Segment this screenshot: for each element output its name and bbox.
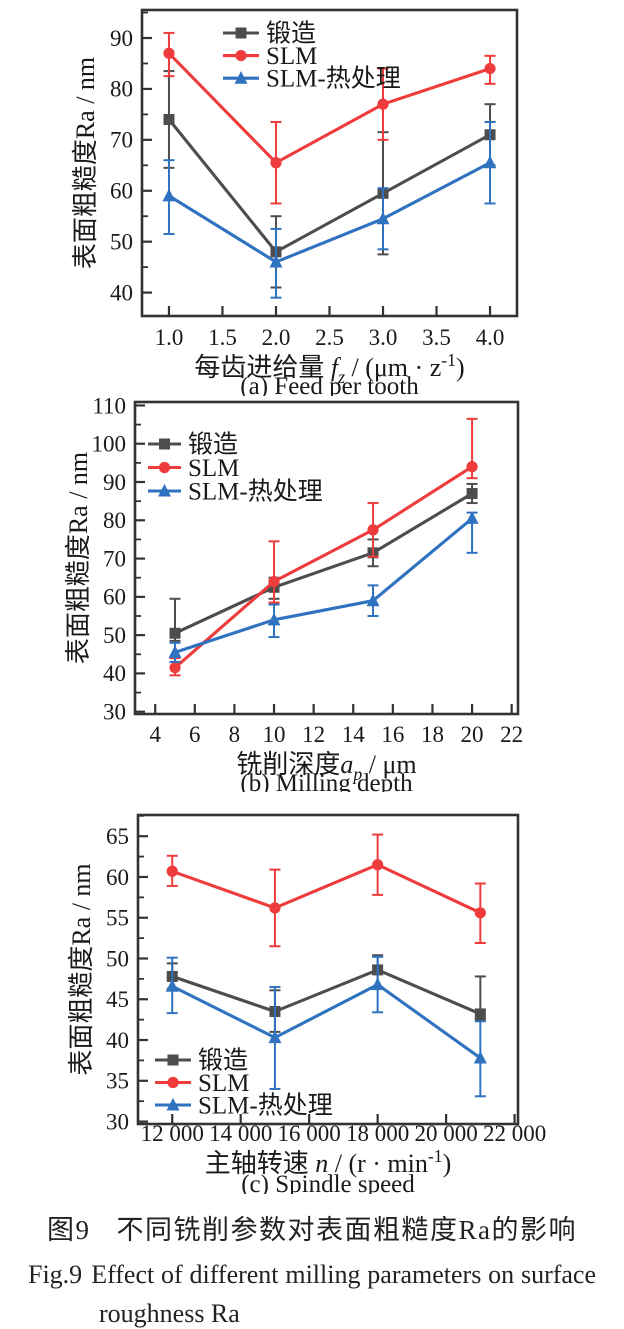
panel-caption: (a) Feed per tooth bbox=[240, 373, 419, 396]
x-tick-label: 1.5 bbox=[208, 325, 237, 350]
x-tick-label: 22 000 bbox=[483, 1121, 546, 1146]
caption-en-text: Effect of different milling parameters o… bbox=[91, 1260, 596, 1289]
x-tick-label: 20 bbox=[461, 722, 484, 747]
y-tick-label: 70 bbox=[103, 546, 126, 571]
legend-label: 锻造 bbox=[198, 1047, 248, 1075]
legend-label: SLM-热处理 bbox=[198, 1092, 333, 1120]
y-tick-label: 100 bbox=[92, 432, 127, 457]
x-tick-label: 4 bbox=[149, 722, 161, 747]
caption-chinese: 图9 不同铣削参数对表面粗糙度Ra的影响 bbox=[0, 1208, 624, 1247]
y-tick-label: 30 bbox=[103, 700, 126, 725]
series-square bbox=[166, 954, 486, 1033]
x-tick-label: 18 000 bbox=[346, 1121, 409, 1146]
x-tick-label: 16 bbox=[381, 722, 404, 747]
x-tick-label: 12 bbox=[302, 722, 325, 747]
caption-en-label: Fig.9 bbox=[28, 1260, 83, 1289]
y-tick-label: 80 bbox=[103, 508, 126, 533]
y-tick-label: 55 bbox=[106, 906, 129, 931]
legend-label: SLM-热处理 bbox=[266, 65, 401, 93]
x-tick-label: 3.0 bbox=[369, 325, 398, 350]
y-tick-label: 60 bbox=[110, 179, 133, 204]
y-tick-label: 35 bbox=[106, 1069, 129, 1094]
legend-label: SLM bbox=[266, 43, 317, 70]
y-tick-label: 40 bbox=[106, 1028, 129, 1053]
figure-captions: 图9 不同铣削参数对表面粗糙度Ra的影响 Fig.9 Effect of dif… bbox=[0, 1208, 624, 1329]
y-tick-label: 70 bbox=[110, 128, 133, 153]
legend-label: 锻造 bbox=[266, 20, 316, 48]
x-tick-label: 6 bbox=[189, 722, 201, 747]
x-tick-label: 4.0 bbox=[476, 325, 505, 350]
x-axis-title: 主轴转速 n / (r · min-1) bbox=[205, 1146, 452, 1178]
axes: 40 50 60 70 80 90 1.0 1.5 2.0 2.5 3.0 3.5 4.0 bbox=[110, 8, 519, 350]
x-tick-label: 18 bbox=[421, 722, 444, 747]
x-tick-label: 2.5 bbox=[315, 325, 344, 350]
series-triangle bbox=[165, 955, 487, 1098]
x-axis-title: 每齿进给量 fz / (μm · z-1) bbox=[194, 350, 464, 387]
x-tick-label: 20 000 bbox=[414, 1121, 477, 1146]
series-square bbox=[169, 482, 478, 642]
x-tick-label: 22 bbox=[500, 722, 523, 747]
x-axis-title: 铣削深度ap / μm bbox=[236, 750, 416, 784]
legend-label: 锻造 bbox=[188, 431, 238, 459]
x-tick-label: 12 000 bbox=[141, 1121, 204, 1146]
legend-label: SLM-热处理 bbox=[188, 478, 323, 506]
x-tick-label: 1.0 bbox=[155, 325, 184, 350]
x-tick-label: 14 000 bbox=[209, 1121, 272, 1146]
y-axis-title: 表面粗糙度Ra / nm bbox=[64, 452, 93, 664]
caption-english-line2: roughness Ra bbox=[99, 1299, 240, 1328]
chart-a-feed-per-tooth: 40 50 60 70 80 90 1.0 1.5 2.0 2.5 3.0 3.5 4.0 锻造SLMSL… bbox=[71, 8, 519, 396]
x-tick-label: 10 bbox=[263, 722, 286, 747]
panel-caption: (c) Spindle speed bbox=[241, 1171, 415, 1194]
y-tick-label: 50 bbox=[103, 623, 126, 648]
x-tick-label: 2.0 bbox=[262, 325, 291, 350]
y-tick-label: 80 bbox=[110, 77, 133, 102]
series-circle bbox=[166, 833, 486, 948]
y-axis-title: 表面粗糙度Ra / nm bbox=[71, 57, 100, 269]
axes: 30 40 50 60 70 80 90 100 110 4 6 8 10 12 14 16 18 20 22 bbox=[92, 396, 524, 747]
y-tick-label: 40 bbox=[110, 280, 133, 305]
y-tick-label: 40 bbox=[103, 661, 126, 686]
y-axis-title: 表面粗糙度Ra / nm bbox=[67, 863, 96, 1075]
x-tick-label: 3.5 bbox=[422, 325, 451, 350]
y-tick-label: 50 bbox=[110, 229, 133, 254]
series-triangle bbox=[162, 121, 497, 299]
y-tick-label: 30 bbox=[106, 1109, 129, 1134]
legend-label: SLM bbox=[198, 1070, 249, 1097]
y-tick-label: 110 bbox=[92, 396, 126, 418]
series-square bbox=[163, 70, 496, 289]
y-tick-label: 60 bbox=[103, 585, 126, 610]
caption-zh-text: 不同铣削参数对表面粗糙度Ra的影响 bbox=[116, 1215, 577, 1245]
caption-zh-label: 图9 bbox=[47, 1215, 91, 1245]
y-tick-label: 65 bbox=[106, 824, 129, 849]
axes: 30 35 40 45 50 55 60 65 12 000 14 000 16 000 18 000… bbox=[106, 813, 546, 1146]
x-tick-label: 14 bbox=[342, 722, 366, 747]
y-tick-label: 45 bbox=[106, 987, 129, 1012]
y-tick-label: 90 bbox=[110, 26, 133, 51]
chart-c-spindle-speed: 30 35 40 45 50 55 60 65 12 000 14 000 16 000 18 000… bbox=[67, 813, 546, 1194]
y-tick-label: 90 bbox=[103, 470, 126, 495]
series-triangle bbox=[168, 511, 479, 663]
panel-caption: (b) Milling depth bbox=[240, 770, 413, 792]
x-tick-label: 16 000 bbox=[278, 1121, 341, 1146]
legend-label: SLM bbox=[188, 455, 239, 482]
series-circle bbox=[163, 31, 496, 205]
x-tick-label: 8 bbox=[229, 722, 241, 747]
y-tick-label: 60 bbox=[106, 865, 129, 890]
y-tick-label: 50 bbox=[106, 946, 129, 971]
caption-english-line1: Fig.9 Effect of different milling parame… bbox=[0, 1260, 624, 1290]
